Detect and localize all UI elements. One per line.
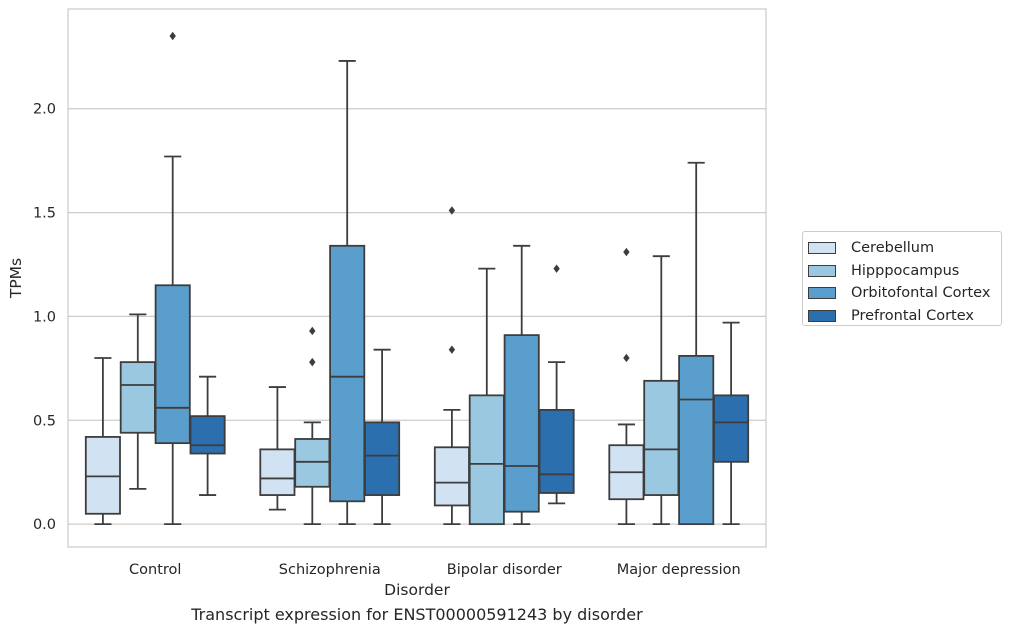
x-tick-label: Bipolar disorder bbox=[447, 562, 562, 578]
x-tick-label: Control bbox=[129, 562, 181, 578]
box-plot-item bbox=[713, 321, 750, 526]
box-plot-item bbox=[678, 161, 715, 526]
box-body bbox=[154, 284, 191, 445]
y-tick-label: 1.0 bbox=[33, 309, 56, 325]
legend-swatch bbox=[808, 264, 836, 277]
legend-item: Orbitofontal Cortex bbox=[803, 282, 1001, 305]
box-body bbox=[294, 438, 331, 488]
box-body bbox=[189, 415, 226, 455]
y-tick-label: 2.0 bbox=[33, 102, 56, 118]
boxes-layer bbox=[84, 31, 750, 526]
box-body bbox=[259, 448, 296, 496]
x-axis-title: Disorder bbox=[384, 581, 450, 599]
outlier-point bbox=[448, 345, 456, 354]
box-plot-item bbox=[643, 255, 680, 526]
outlier-point bbox=[309, 357, 316, 367]
box-body bbox=[643, 379, 680, 496]
legend-swatch bbox=[808, 287, 836, 300]
outlier-point bbox=[623, 353, 630, 363]
outlier-point bbox=[623, 247, 630, 257]
box-plot-item bbox=[84, 357, 121, 526]
chart-caption: Transcript expression for ENST0000059124… bbox=[191, 605, 643, 624]
box-body bbox=[538, 409, 575, 494]
y-tick-labels: 0.0 0.5 1.0 1.5 2.0 bbox=[33, 102, 56, 533]
box-plot-item bbox=[503, 244, 540, 526]
box-plot-item bbox=[329, 60, 366, 526]
box-body bbox=[468, 394, 505, 526]
legend: Cerebellum Hipppocampus Orbitofontal Corte… bbox=[802, 231, 1002, 326]
legend-label: Hipppocampus bbox=[851, 262, 960, 279]
legend-swatch bbox=[808, 309, 836, 322]
x-tick-label: Major depression bbox=[617, 562, 741, 578]
box-body bbox=[433, 446, 470, 507]
box-body bbox=[364, 421, 401, 496]
box-body bbox=[329, 244, 366, 503]
box-plot-item bbox=[189, 375, 226, 496]
outlier-point bbox=[169, 31, 176, 41]
y-tick-label: 1.5 bbox=[33, 206, 56, 222]
box-body bbox=[678, 354, 715, 526]
box-plot-item bbox=[433, 206, 470, 526]
box-body bbox=[503, 334, 540, 513]
box-plot-item bbox=[259, 386, 296, 511]
legend-item: Cerebellum bbox=[803, 237, 1001, 260]
x-tick-labels: Control Schizophrenia Bipolar disorder Majo… bbox=[129, 562, 741, 578]
x-tick-label: Schizophrenia bbox=[279, 562, 381, 578]
plot-frame bbox=[67, 8, 767, 548]
box-body bbox=[119, 361, 156, 434]
outlier-point bbox=[553, 264, 560, 273]
box-body bbox=[713, 394, 750, 463]
legend-item: Hipppocampus bbox=[803, 260, 1001, 283]
box-plot-item bbox=[154, 31, 191, 526]
legend-label: Prefrontal Cortex bbox=[851, 307, 974, 324]
legend-label: Orbitofontal Cortex bbox=[851, 285, 991, 302]
legend-item: Prefrontal Cortex bbox=[803, 305, 1001, 328]
box-plot-item bbox=[294, 326, 331, 526]
box-plot-item bbox=[538, 264, 575, 505]
y-axis-title: TPMs bbox=[7, 258, 25, 299]
y-tick-label: 0.5 bbox=[33, 413, 56, 429]
box-plot-item bbox=[364, 348, 401, 526]
legend-label: Cerebellum bbox=[851, 240, 935, 257]
y-tick-label: 0.0 bbox=[33, 517, 56, 533]
outlier-point bbox=[448, 206, 456, 215]
box-body bbox=[84, 436, 121, 515]
legend-swatch bbox=[808, 242, 836, 255]
outlier-point bbox=[309, 326, 316, 336]
